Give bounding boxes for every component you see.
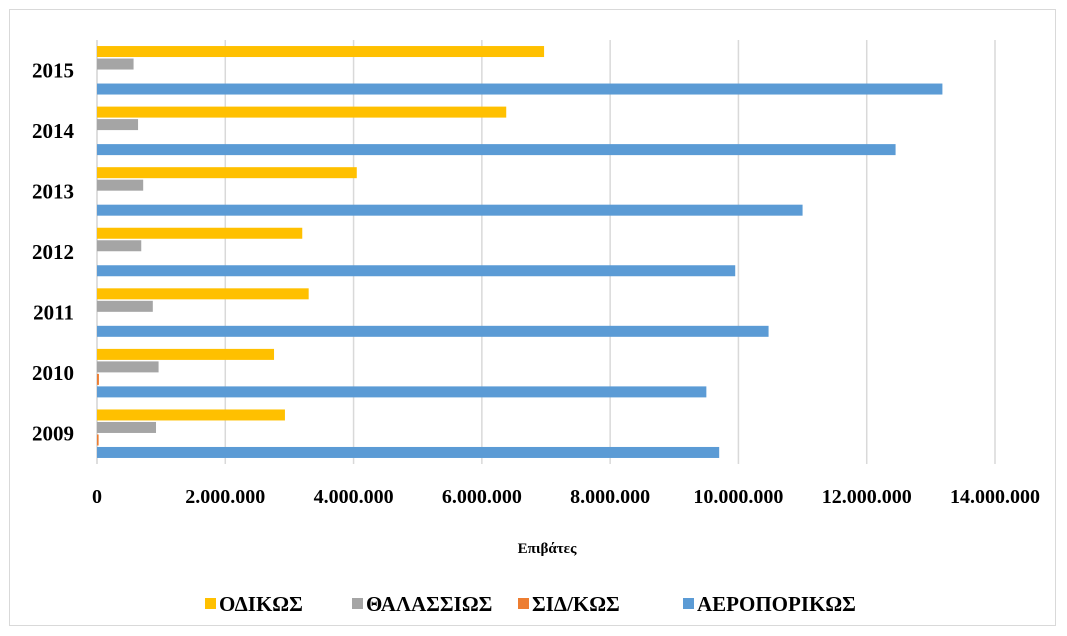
bar-2012-3 (97, 265, 736, 277)
y-axis-ticks: 2009 2010 2011 2012 2013 2014 2015 (32, 58, 75, 445)
bar-2011-1 (97, 300, 153, 312)
y-tick-label: 2009 (32, 422, 74, 446)
bars (97, 46, 943, 458)
legend-label: ΣΙΔ/ΚΩΣ (532, 592, 620, 616)
bar-2015-1 (97, 58, 134, 70)
bar-2009-0 (97, 409, 285, 421)
bar-2015-0 (97, 46, 545, 58)
x-axis-title: Επιβάτες (518, 541, 577, 557)
y-tick-label: 2012 (32, 240, 74, 264)
bar-2013-0 (97, 167, 357, 179)
bar-2009-3 (97, 446, 720, 458)
x-tick-label: 12.000.000 (822, 486, 912, 508)
bar-2013-1 (97, 179, 144, 191)
bar-2013-3 (97, 204, 803, 216)
legend-label: ΟΔΙΚΩΣ (219, 592, 303, 616)
y-tick-label: 2010 (32, 361, 74, 385)
x-tick-label: 6.000.000 (442, 486, 522, 508)
bar-2014-0 (97, 106, 507, 118)
bar-2011-3 (97, 325, 769, 337)
bar-2012-1 (97, 240, 142, 252)
legend: ΟΔΙΚΩΣ ΘΑΛΑΣΣΙΩΣ ΣΙΔ/ΚΩΣ ΑΕΡΟΠΟΡΙΚΩΣ (205, 592, 856, 616)
x-tick-label: 4.000.000 (314, 486, 394, 508)
bar-2014-1 (97, 119, 139, 131)
bar-2011-0 (97, 288, 309, 300)
y-tick-label: 2013 (32, 179, 74, 203)
y-tick-label: 2011 (33, 301, 74, 325)
bar-2009-1 (97, 421, 157, 433)
bar-2015-3 (97, 83, 943, 95)
y-tick-label: 2014 (32, 119, 75, 143)
y-tick-label: 2015 (32, 58, 74, 82)
bar-2010-0 (97, 348, 275, 360)
legend-swatch (683, 598, 694, 609)
x-tick-label: 10.000.000 (693, 486, 783, 508)
gridlines (96, 40, 996, 464)
bar-2010-3 (97, 386, 707, 398)
legend-label: ΑΕΡΟΠΟΡΙΚΩΣ (697, 592, 856, 616)
bar-2009-2 (97, 434, 99, 446)
x-tick-label: 2.000.000 (185, 486, 265, 508)
x-tick-label: 8.000.000 (570, 486, 650, 508)
bar-2010-2 (97, 373, 99, 385)
legend-swatch (352, 598, 363, 609)
bar-2010-1 (97, 361, 159, 373)
bar-2014-3 (97, 144, 896, 156)
x-tick-label: 14.000.000 (950, 486, 1040, 508)
legend-swatch (518, 598, 529, 609)
legend-swatch (205, 598, 216, 609)
bar-2012-0 (97, 227, 303, 239)
x-tick-label: 0 (92, 486, 102, 508)
legend-label: ΘΑΛΑΣΣΙΩΣ (366, 592, 492, 616)
x-axis-ticks: 0 2.000.000 4.000.000 6.000.000 8.000.000 10.… (92, 486, 1040, 508)
